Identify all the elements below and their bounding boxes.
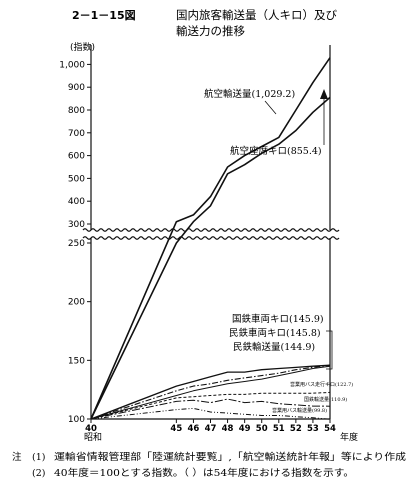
x-axis-start-label: 昭和 [84,432,102,443]
series-label-3: 民鉄車両キロ(145.8) [229,327,321,339]
series-label-6: 国鉄輸送量(110.9) [304,396,347,403]
series-line-5 [90,391,331,420]
series-annotations: 航空輸送量(1,029.2) 航空座席キロ(855.4) 国鉄車両キロ(145.9)… [204,88,353,414]
y-tick-label: 800 [68,106,85,116]
leader-air-passenger [264,100,277,115]
series-label-7: 営業用バス輸送量(99.8) [272,407,327,414]
series-line-6 [90,398,331,420]
x-tick-labels: 40 45 46 47 48 49 50 51 52 53 54 [85,424,336,434]
y-tick-label: 200 [68,298,85,308]
series-label-5: 営業用バス走行キロ(122.7) [290,381,353,388]
x-tick-label: 48 [222,424,234,434]
arrowhead-air-seat [320,89,328,99]
axis-break-wave-top [82,228,340,232]
series-label-1: 航空座席キロ(855.4) [230,145,322,157]
note-1-text: 運輸省情報管理部「陸運統計要覧」,「航空輸送統計年報」等により作成 [54,451,407,463]
figure-title-line2: 輸送力の推移 [176,24,245,38]
notes-prefix: 注 [12,451,22,463]
y-tick-label: 300 [68,220,85,230]
axis-break-wave-bottom [82,236,340,240]
y-tick-label: 1,000 [59,60,85,70]
note-2-text: 40年度＝100とする指数。（ ）は54年度における指数を示す。 [54,467,354,479]
x-tick-label: 50 [256,424,268,434]
series-line-7 [90,407,331,420]
axis-break-gap [83,230,338,238]
series-line-0 [90,57,331,420]
note-1-mark: (1) [32,452,45,463]
y-tick-label: 400 [68,197,85,207]
x-tick-label: 45 [170,424,182,434]
series-line-1 [90,96,331,420]
series-line-2 [90,364,331,420]
note-2-mark: (2) [32,468,45,479]
x-tick-label: 47 [205,424,217,434]
y-tick-label: 250 [68,239,85,249]
series-lines [90,57,331,420]
series-label-4: 民鉄輸送量(144.9) [233,341,315,353]
series-label-2: 国鉄車両キロ(145.9) [232,313,324,325]
axis-break [82,228,340,240]
y-tick-label: 700 [68,129,85,139]
x-tick-label: 51 [273,424,285,434]
y-tick-label: 100 [68,415,85,425]
y-tick-label: 500 [68,174,85,184]
x-tick-label: 52 [290,424,302,434]
bracket-rail-group [326,330,333,370]
y-tick-label: 600 [68,152,85,162]
x-axis-label: 年度 [340,431,358,443]
x-tick-label: 40 [85,424,97,434]
series-label-0: 航空輸送量(1,029.2) [204,88,295,100]
x-tick-label: 54 [324,424,336,434]
y-tick-label: 900 [68,83,85,93]
figure-number: 2－1－15図 [72,8,136,22]
x-tick-label: 46 [188,424,200,434]
y-tick-label: 150 [68,356,85,366]
y-tick-labels: 100 150 200 250 300 400 500 600 700 800 900 1,000 [59,60,85,425]
figure-title-line1: 国内旅客輸送量（人キロ）及び [176,8,337,22]
x-tick-label: 53 [307,424,319,434]
y-axis-label: (指数) [70,41,95,53]
x-tick-label: 49 [239,424,251,434]
series-line-4 [90,365,331,420]
